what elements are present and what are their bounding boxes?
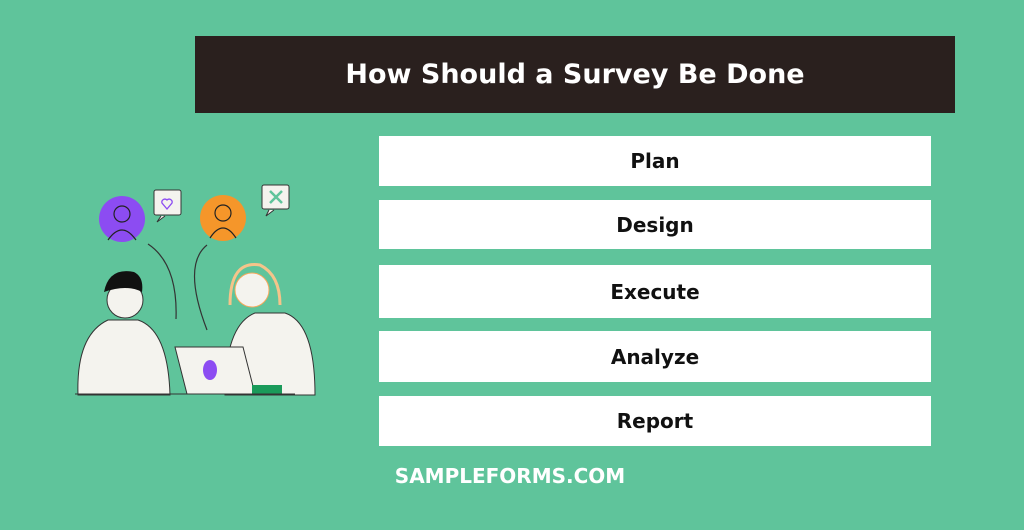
step-report: Report bbox=[379, 396, 931, 446]
avatar-orange-icon bbox=[200, 195, 246, 241]
step-label: Report bbox=[616, 409, 694, 433]
x-speech-bubble-icon bbox=[261, 184, 290, 217]
step-label: Plan bbox=[630, 149, 680, 173]
step-design: Design bbox=[379, 200, 931, 249]
step-execute: Execute bbox=[379, 265, 931, 318]
heart-speech-bubble-icon bbox=[153, 189, 182, 223]
step-analyze: Analyze bbox=[379, 331, 931, 382]
title-bar: How Should a Survey Be Done bbox=[195, 36, 955, 113]
step-label: Execute bbox=[610, 279, 700, 304]
footer-brand: SAMPLEFORMS.COM bbox=[394, 464, 626, 488]
step-label: Design bbox=[616, 212, 694, 237]
step-label: Analyze bbox=[610, 344, 700, 369]
page-title: How Should a Survey Be Done bbox=[345, 59, 805, 90]
person-left-icon bbox=[77, 271, 171, 396]
step-plan: Plan bbox=[379, 136, 931, 186]
survey-illustration bbox=[75, 184, 316, 396]
avatar-purple-icon bbox=[99, 196, 145, 242]
